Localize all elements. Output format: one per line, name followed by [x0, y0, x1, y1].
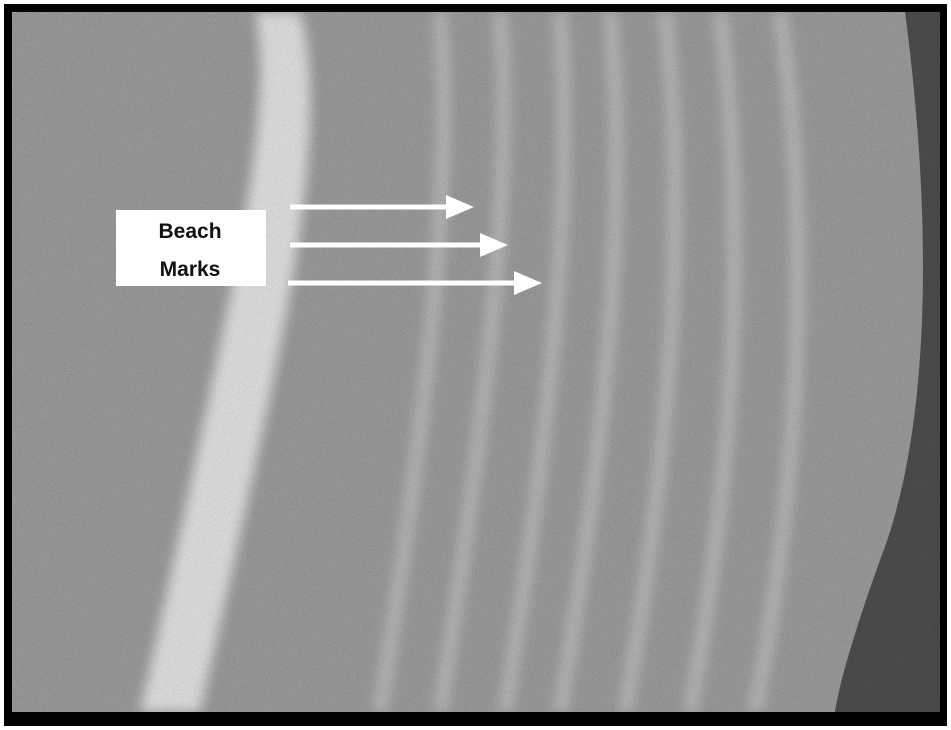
fracture-surface: [12, 12, 940, 712]
grain-light: [12, 12, 940, 712]
label-line: Beach: [158, 220, 221, 243]
page: Beach Marks (() => { const data = JSON.p…: [0, 0, 951, 730]
photo: Beach Marks: [0, 0, 951, 730]
label-line: Marks: [160, 258, 221, 281]
